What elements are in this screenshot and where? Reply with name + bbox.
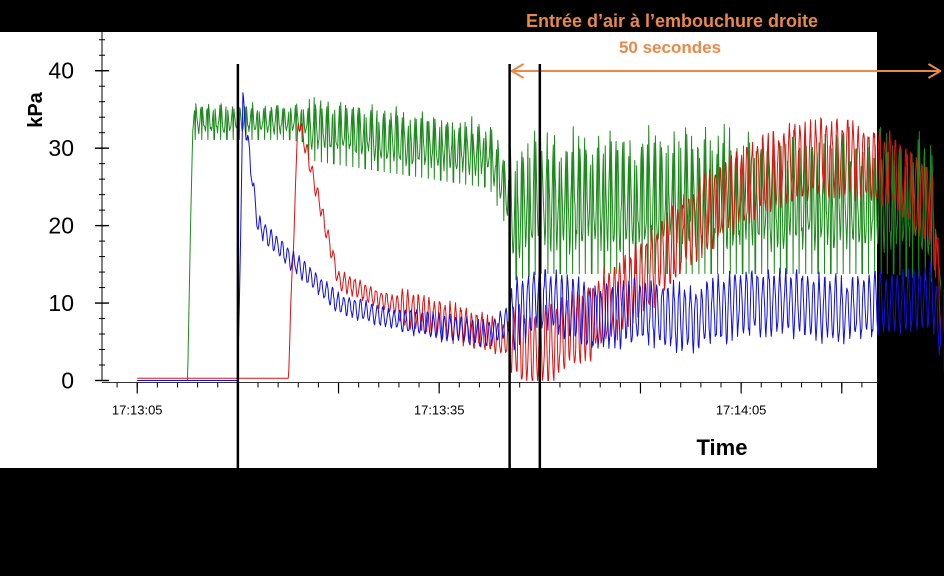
series-line bbox=[137, 97, 944, 381]
y-tick-label: 0 bbox=[61, 368, 74, 394]
y-tick-label: 20 bbox=[48, 213, 74, 239]
annotation-arrow-right-head bbox=[927, 63, 943, 79]
annotation-span-arrow bbox=[509, 63, 943, 79]
axes: 0 10 20 30 40 17:13:05 17:13:35 17:14:05 bbox=[48, 32, 877, 418]
x-tick-label: 17:13:35 bbox=[414, 403, 465, 418]
y-tick-label: 10 bbox=[48, 290, 74, 316]
series-line bbox=[137, 117, 944, 381]
annotation-arrow-left-head bbox=[509, 63, 525, 79]
y-axis-label: kPa bbox=[25, 91, 47, 127]
annotation-title: Entrée d’air à l’embouchure droite bbox=[526, 11, 818, 31]
x-tick-label: 17:13:05 bbox=[112, 403, 163, 418]
x-tick-label: 17:14:05 bbox=[716, 403, 767, 418]
annotation-duration-label: 50 secondes bbox=[619, 38, 721, 57]
y-tick-label: 30 bbox=[48, 135, 74, 161]
series-layer bbox=[137, 92, 944, 381]
series-line bbox=[137, 92, 944, 381]
y-tick-label: 40 bbox=[48, 58, 74, 84]
vertical-markers bbox=[236, 64, 944, 468]
x-axis-label: Time bbox=[697, 435, 748, 460]
